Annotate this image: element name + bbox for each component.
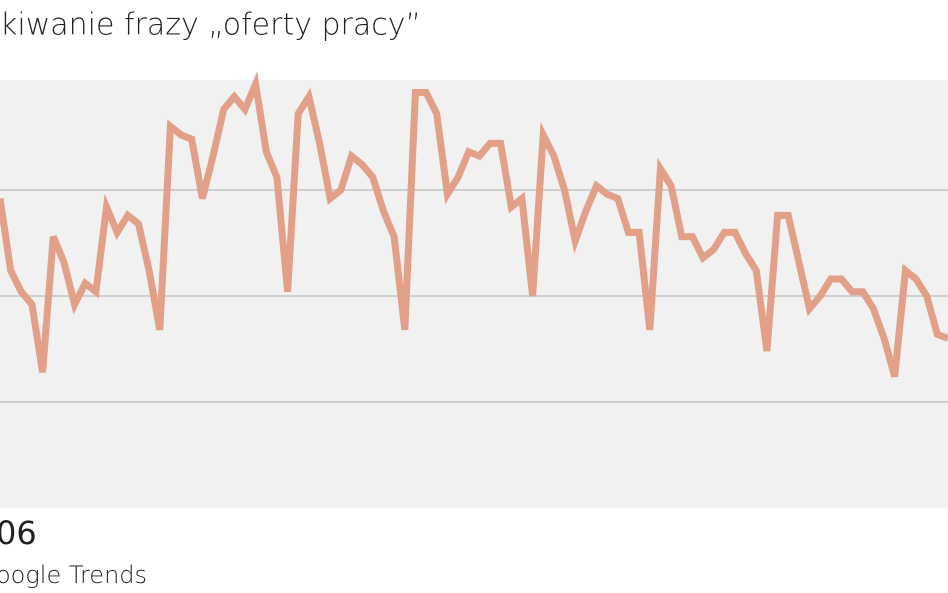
x-axis-label: 06 — [0, 514, 37, 552]
chart-title: kiwanie frazy „oferty pracy” — [0, 8, 421, 43]
source-note: oogle Trends — [0, 561, 147, 589]
data-line — [0, 71, 948, 378]
